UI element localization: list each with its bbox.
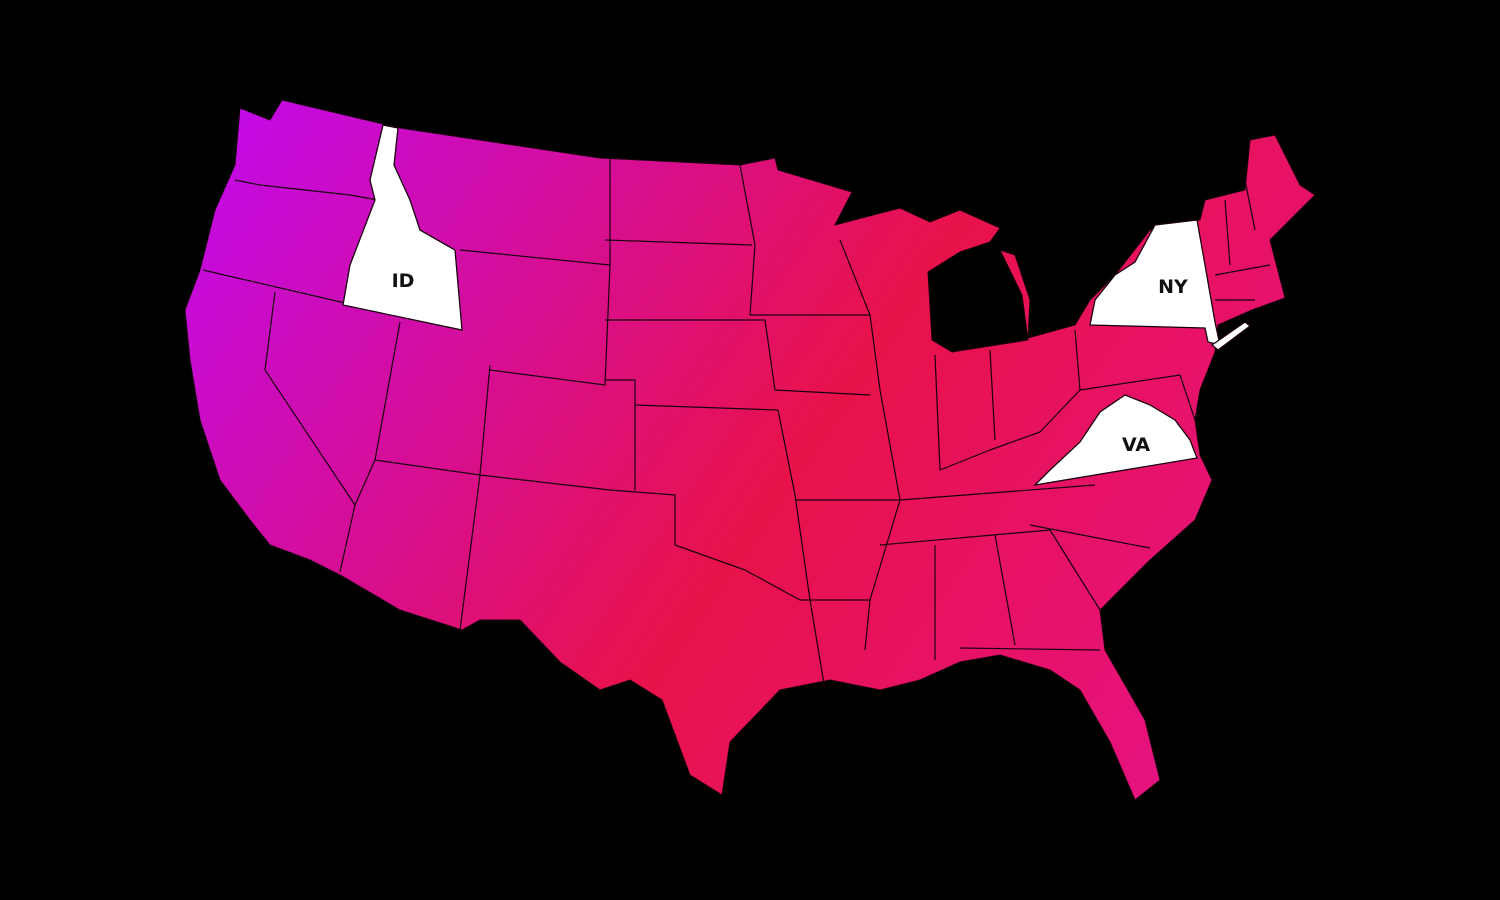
state-borders xyxy=(202,158,1271,691)
state-label-ny: NY xyxy=(1158,276,1188,298)
state-id[interactable]: ID xyxy=(342,124,463,331)
state-va[interactable]: VA xyxy=(1033,394,1198,486)
state-ny[interactable]: NY xyxy=(1089,219,1252,351)
state-label-va: VA xyxy=(1122,434,1150,456)
state-label-id: ID xyxy=(392,270,415,292)
us-outline xyxy=(184,99,1316,801)
